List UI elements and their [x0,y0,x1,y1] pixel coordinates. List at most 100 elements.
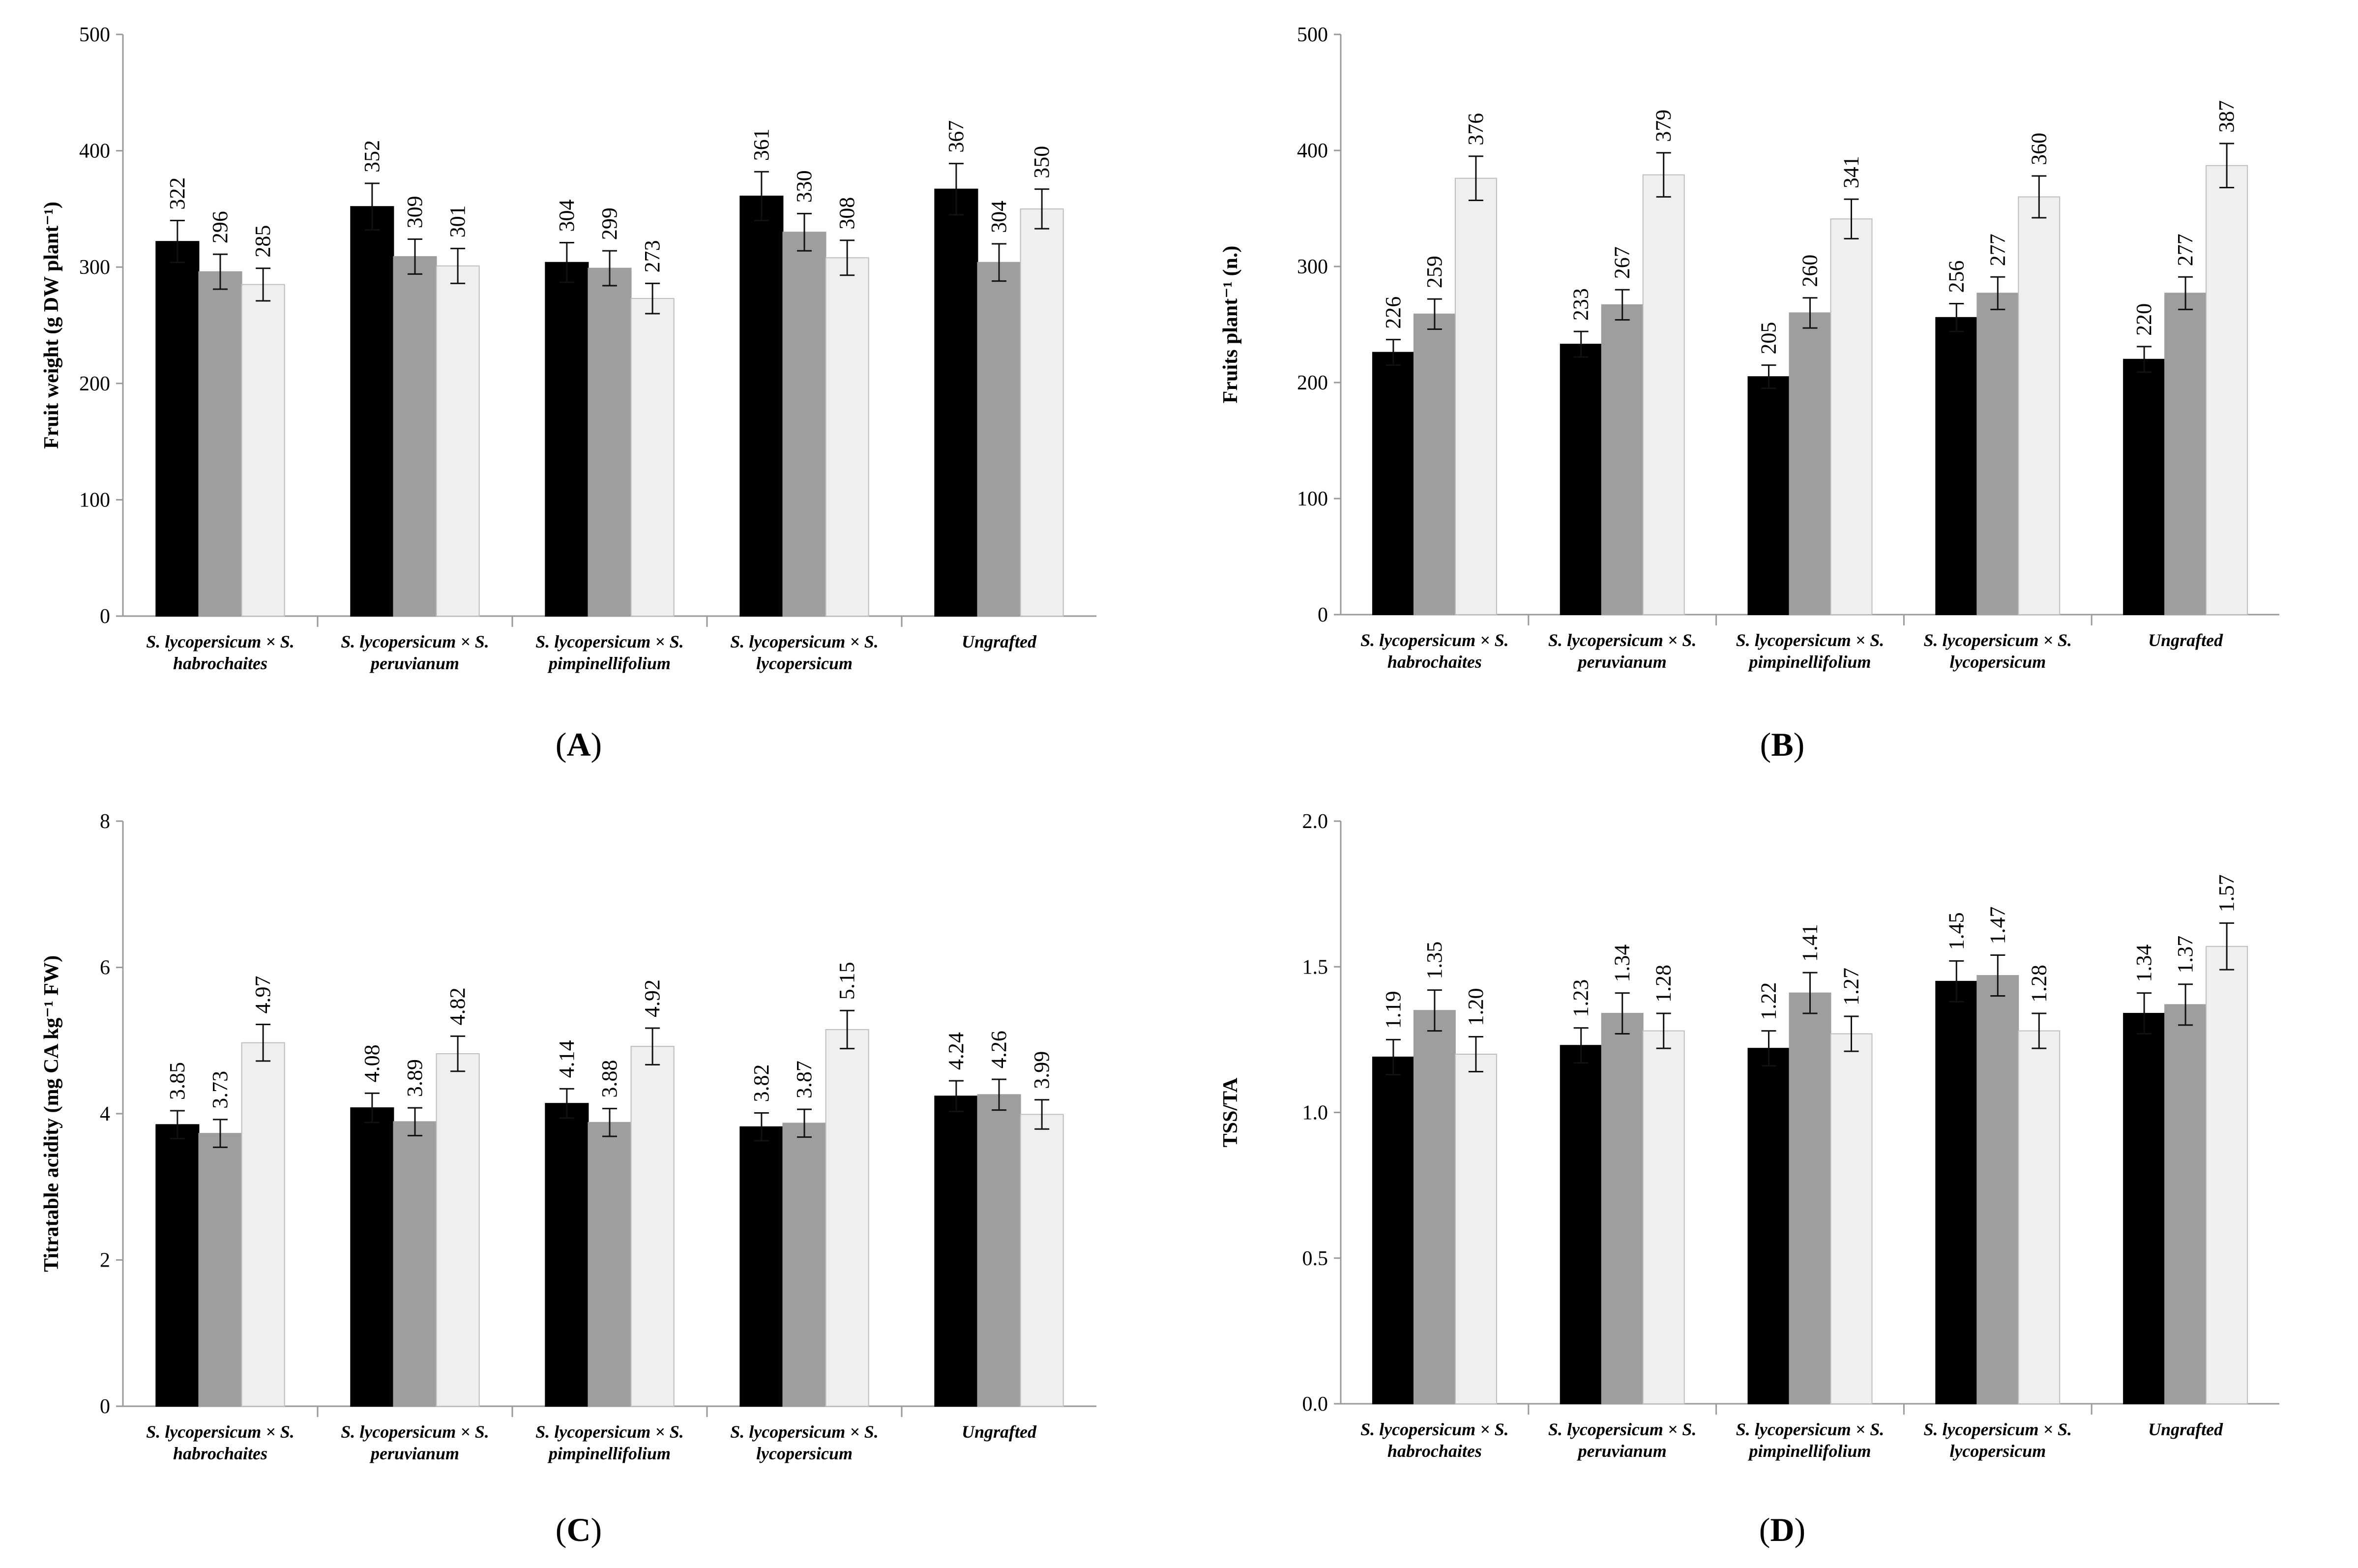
y-tick-label: 1.0 [1302,1102,1328,1124]
data-label: 4.97 [251,976,275,1014]
y-tick-label: 400 [79,140,110,163]
bar-series-1 [1935,317,1978,615]
category-label: S. lycopersicum × S. [730,632,879,651]
bar-series-3 [1642,1030,1685,1405]
data-label: 259 [1422,256,1446,288]
bar-series-3 [436,265,480,617]
data-label: 1.35 [1422,942,1446,979]
bar-series-2 [2164,1004,2207,1404]
data-label: 309 [403,196,427,228]
data-label: 4.92 [640,979,664,1017]
data-label: 1.41 [1798,924,1822,962]
panel-letter: B [1771,726,1793,763]
data-label: 3.88 [597,1060,621,1098]
bar-series-2 [2164,293,2207,615]
data-label: 350 [1030,146,1054,178]
data-label: 1.37 [2173,936,2197,974]
panel-paren: ( [1760,726,1771,763]
data-label: 341 [1839,156,1863,188]
bar-series-2 [1601,1013,1644,1405]
bar-series-1 [1935,980,1978,1404]
y-tick-label: 100 [1297,488,1328,510]
bar-series-1 [1747,1048,1790,1404]
data-label: 379 [1651,110,1676,142]
data-label: 220 [2132,303,2156,336]
data-label: 233 [1569,288,1593,321]
panel-paren: ) [591,1511,602,1548]
bar-series-2 [1976,975,2019,1404]
bar-series-1 [1747,376,1790,615]
data-label: 256 [1944,261,1968,293]
data-label: 367 [944,120,968,153]
category-label: lycopersicum [756,1444,853,1463]
category-label: peruvianum [1577,652,1667,672]
data-label: 1.27 [1839,968,1863,1006]
panel-label: (B) [1760,726,1805,763]
bar-series-1 [155,1124,200,1407]
data-label: 205 [1757,322,1781,355]
category-label: lycopersicum [1949,652,2046,672]
y-tick-label: 2 [100,1249,110,1272]
bar-series-1 [545,262,589,617]
bar-series-1 [1372,1056,1415,1405]
bar-series-3 [825,1029,869,1407]
category-label: pimpinellifolium [547,653,671,673]
data-label: 301 [445,205,470,237]
bar-series-2 [977,1094,1021,1407]
bar-series-3 [1642,174,1685,615]
bar-series-3 [2206,946,2248,1404]
category-label: lycopersicum [756,653,853,673]
bar-series-3 [630,298,675,617]
y-tick-label: 200 [1297,372,1328,394]
data-label: 1.57 [2214,874,2239,912]
category-label: habrochaites [173,1444,267,1463]
bar-series-3 [2206,165,2248,615]
bar-series-3 [1020,1114,1064,1407]
category-label: pimpinellifolium [1747,652,1871,672]
data-label: 304 [987,201,1011,233]
y-axis-title: Titratable acidity (mg CA kg⁻¹ FW) [40,955,63,1272]
data-label: 4.82 [445,987,470,1025]
bar-series-1 [934,1095,978,1407]
bar-series-1 [1560,1045,1602,1405]
y-tick-label: 0.5 [1302,1247,1328,1270]
category-label: S. lycopersicum × S. [1548,1420,1697,1439]
data-label: 296 [208,211,232,243]
category-label: lycopersicum [1949,1441,2046,1461]
bar-series-2 [198,271,242,617]
bar-series-3 [825,257,869,617]
data-label: 376 [1464,113,1488,146]
category-label: Ungrafted [962,632,1037,651]
data-label: 277 [1985,234,2009,266]
y-tick-label: 400 [1297,140,1328,162]
data-label: 352 [360,140,384,173]
chart-panel-b: 0 100 200 300 400 500 Fruits plant⁻¹ (n.) 226 25… [1219,24,2279,763]
bar-series-2 [1789,312,1831,615]
y-axis-title: TSS/TA [1219,1077,1242,1147]
panel-paren: ( [1759,1511,1770,1548]
y-tick-label: 300 [1297,256,1328,278]
bar-series-3 [2018,196,2061,615]
bar-series-2 [782,232,826,617]
category-label: S. lycopersicum × S. [1548,630,1697,650]
data-label: 304 [555,200,579,232]
data-label: 3.99 [1030,1051,1054,1089]
category-label: S. lycopersicum × S. [1736,1420,1885,1439]
bar-series-2 [393,256,437,617]
bar-series-1 [545,1103,589,1407]
data-label: 3.85 [165,1062,189,1100]
y-tick-label: 6 [100,957,110,979]
data-label: 226 [1381,296,1405,329]
bar-series-1 [350,1107,394,1407]
data-label: 330 [792,170,816,203]
data-label: 4.14 [555,1040,579,1078]
data-label: 308 [835,197,859,230]
bar-series-3 [241,1042,285,1407]
category-label: S. lycopersicum × S. [341,1422,489,1442]
category-label: S. lycopersicum × S. [341,632,489,651]
category-label: Ungrafted [2148,630,2223,650]
panel-letter: A [566,726,590,763]
bar-series-1 [1560,344,1602,615]
panel-paren: ( [556,726,567,763]
